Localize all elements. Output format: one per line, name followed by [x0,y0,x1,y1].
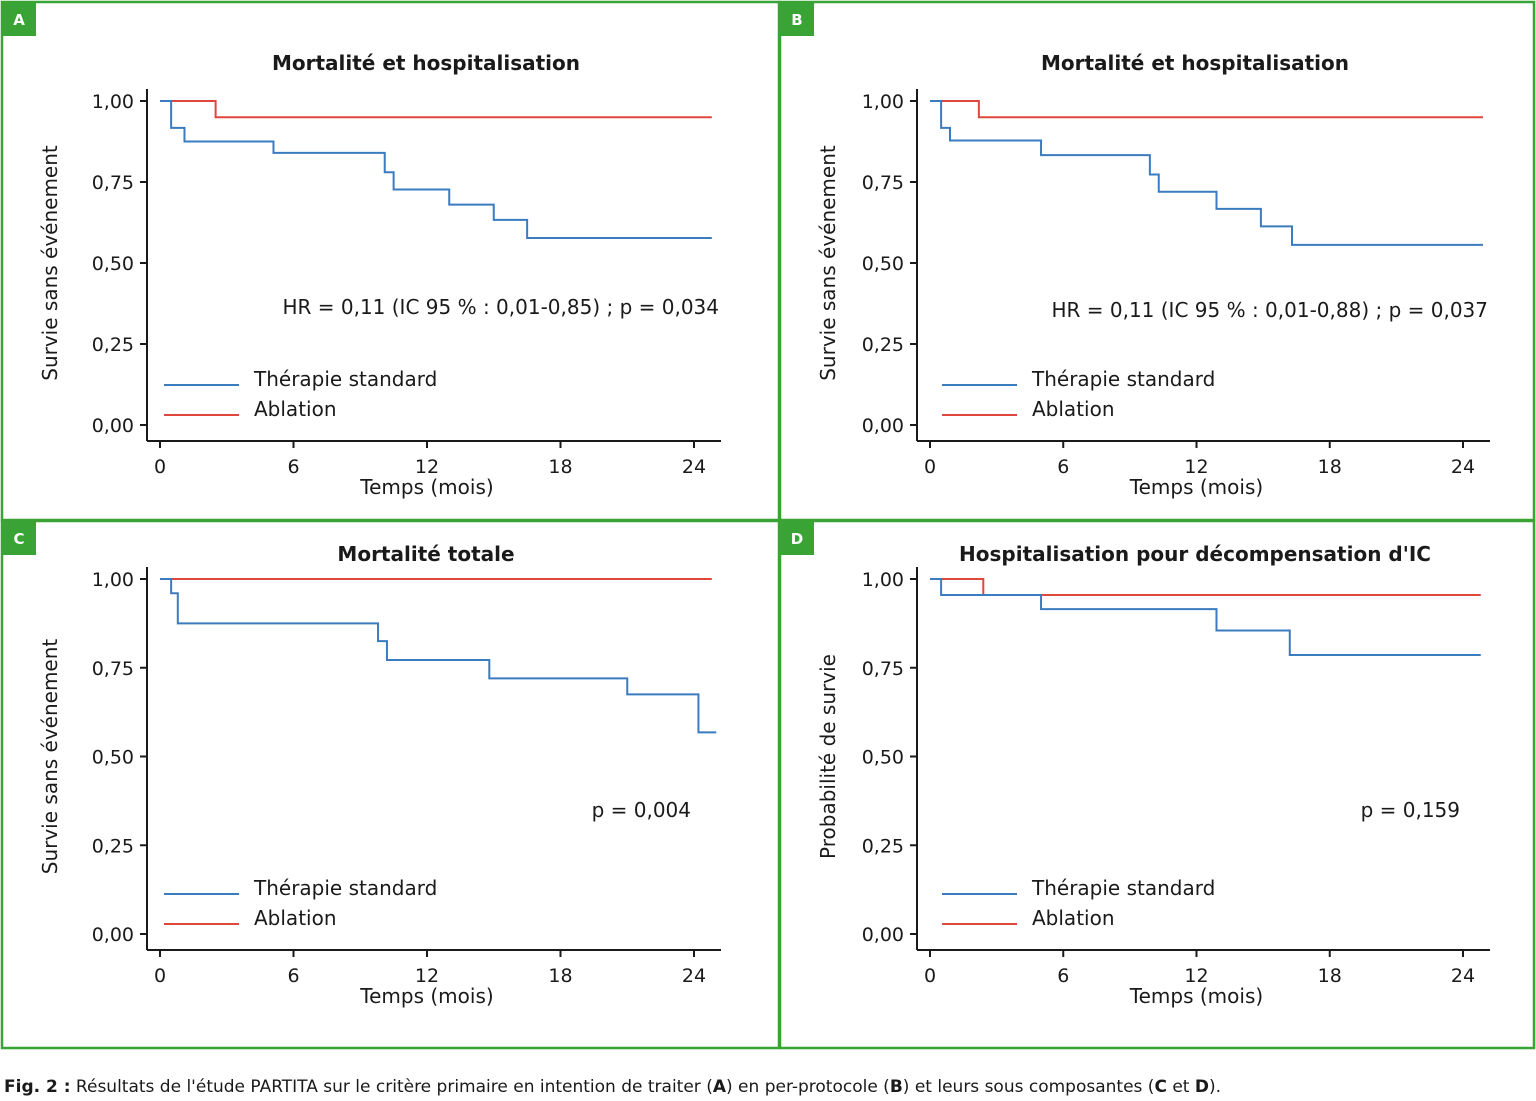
legend-label: Ablation [254,397,337,421]
legend-label: Thérapie standard [1031,876,1215,900]
legend-label: Thérapie standard [253,367,437,391]
panel-letter: C [13,530,24,548]
series-line-ablation [930,578,1481,596]
stat-annotation: p = 0,004 [592,798,691,822]
y-tick-label: 0,50 [862,253,904,275]
legend-label: Ablation [1032,906,1115,930]
legend-label: Ablation [1032,397,1115,421]
x-tick-label: 18 [548,456,572,478]
panel-c: C Mortalité totale 0,00 0,25 0,50 0,75 1,00 0 6 1… [0,519,781,1050]
x-tick-label: 6 [1057,456,1069,478]
panel-badge [780,521,814,555]
y-tick-label: 0,50 [862,747,904,769]
figure: A Mortalité et hospitalisation 0,00 0,25 0,5… [0,0,1536,1050]
y-tick-label: 1,00 [862,569,904,591]
panel-b: B Mortalité et hospitalisation 0,00 0,25 0,5… [778,0,1536,522]
y-tick-label: 1,00 [92,569,134,591]
x-tick-label: 18 [1318,965,1342,987]
caption-figure-number: Fig. 2 : [4,1077,71,1097]
y-axis-label: Survie sans événement [38,145,62,381]
panel-badge [780,2,814,36]
chart-title: Mortalité et hospitalisation [1041,51,1349,75]
panel-d: D Hospitalisation pour décompensation d'I… [778,519,1536,1050]
x-tick-label: 0 [154,456,166,478]
x-tick-label: 12 [415,456,439,478]
x-axis-label: Temps (mois) [1129,475,1263,499]
chart-title: Mortalité et hospitalisation [272,51,580,75]
caption-panel-ref: C [1154,1077,1167,1097]
caption-text-part: ) et leurs sous composantes ( [902,1077,1155,1097]
chart-title: Hospitalisation pour décompensation d'IC [959,542,1431,566]
x-tick-label: 0 [924,965,936,987]
y-tick-label: 0,75 [92,172,134,194]
y-tick-label: 0,75 [92,658,134,680]
legend-label: Thérapie standard [253,876,437,900]
y-tick-label: 0,00 [92,924,134,946]
y-tick-label: 0,00 [862,924,904,946]
y-tick-label: 0,25 [862,334,904,356]
caption-text-part: Résultats de l'étude PARTITA sur le crit… [70,1077,713,1097]
panel-badge [2,521,36,555]
y-tick-label: 0,25 [92,835,134,857]
chart-title: Mortalité totale [337,542,514,566]
y-tick-label: 1,00 [862,91,904,113]
y-tick-label: 0,50 [92,747,134,769]
x-tick-label: 18 [548,965,572,987]
x-tick-label: 0 [924,456,936,478]
figure-caption: Fig. 2 : Résultats de l'étude PARTITA su… [4,1077,1221,1097]
stat-annotation: p = 0,159 [1361,798,1460,822]
y-tick-label: 0,75 [862,172,904,194]
y-tick-label: 1,00 [92,91,134,113]
panel-letter: A [13,11,25,29]
series-line-ablation [930,100,1483,119]
y-tick-label: 0,25 [92,334,134,356]
y-axis-label: Probabilité de survie [816,654,840,859]
y-tick-label: 0,75 [862,658,904,680]
y-tick-label: 0,25 [862,835,904,857]
x-axis-label: Temps (mois) [359,475,493,499]
y-tick-label: 0,00 [862,415,904,437]
panel-letter: B [791,11,802,29]
x-tick-label: 24 [1451,456,1475,478]
x-tick-label: 0 [154,965,166,987]
x-tick-label: 12 [1184,456,1208,478]
y-tick-label: 0,50 [92,253,134,275]
series-line-therapie-standard [930,100,1483,246]
panel-badge [2,2,36,36]
x-tick-label: 6 [287,965,299,987]
caption-panel-ref: A [712,1077,727,1097]
stat-annotation: HR = 0,11 (IC 95 % : 0,01-0,88) ; p = 0,… [1051,298,1488,322]
y-axis-label: Survie sans événement [816,145,840,381]
x-tick-label: 6 [1057,965,1069,987]
caption-text-part: ). [1208,1077,1222,1097]
caption-text: Résultats de l'étude PARTITA sur le crit… [70,1077,1222,1097]
series-line-ablation [160,100,712,119]
x-tick-label: 6 [287,456,299,478]
series-line-therapie-standard [930,578,1481,656]
x-tick-label: 18 [1318,456,1342,478]
stat-annotation: HR = 0,11 (IC 95 % : 0,01-0,85) ; p = 0,… [282,295,719,319]
x-axis-label: Temps (mois) [1129,984,1263,1008]
legend-label: Ablation [254,906,337,930]
caption-panel-ref: D [1194,1077,1209,1097]
panel-a: A Mortalité et hospitalisation 0,00 0,25 0,5… [0,0,781,522]
series-line-therapie-standard [160,578,717,734]
caption-panel-ref: B [889,1077,903,1097]
x-tick-label: 24 [682,456,706,478]
panel-frame [778,519,1536,1050]
legend-label: Thérapie standard [1031,367,1215,391]
x-axis-label: Temps (mois) [359,984,493,1008]
x-tick-label: 12 [1184,965,1208,987]
y-tick-label: 0,00 [92,415,134,437]
series-line-therapie-standard [160,100,712,240]
panel-letter: D [791,530,803,548]
x-tick-label: 24 [682,965,706,987]
caption-text-part: et [1166,1077,1195,1097]
x-tick-label: 12 [415,965,439,987]
caption-text-part: ) en per-protocole ( [726,1077,890,1097]
panel-frame [0,519,781,1050]
x-tick-label: 24 [1451,965,1475,987]
y-axis-label: Survie sans événement [38,639,62,875]
